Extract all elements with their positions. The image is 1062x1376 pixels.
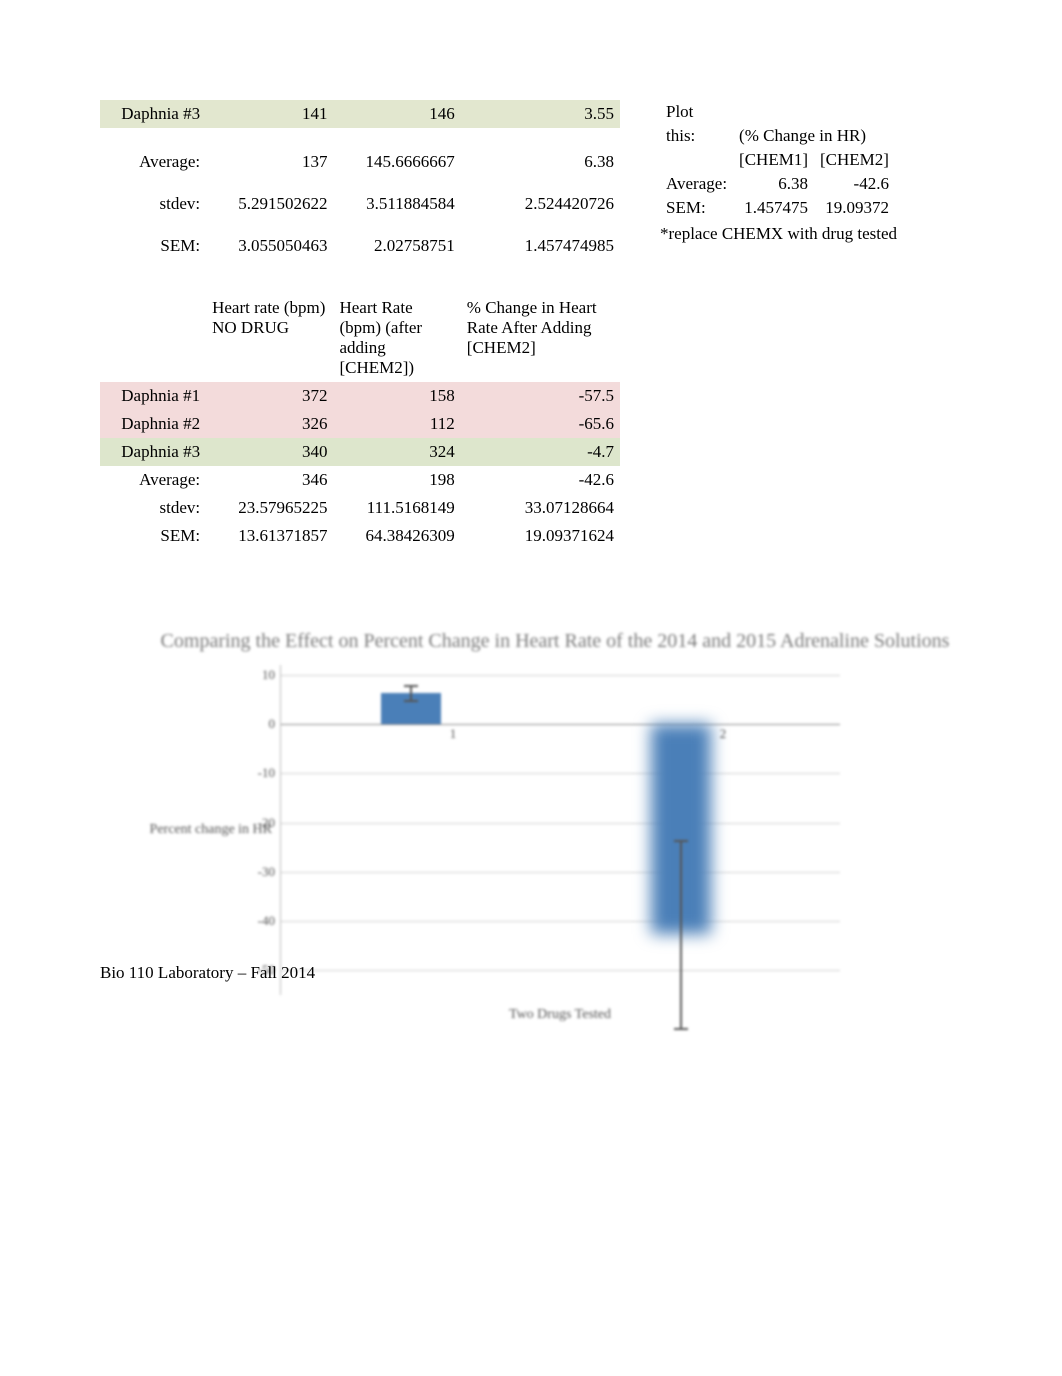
left-tables: Daphnia #31411463.55Average:137145.66666… [100,100,620,550]
table-row: stdev:23.57965225111.516814933.07128664 [100,494,620,522]
row-c1: 137 [206,148,333,176]
error-cap [404,685,418,687]
row-c3: -65.6 [461,410,620,438]
plot-note: *replace CHEMX with drug tested [660,224,990,244]
plot-avg-label: Average: [660,172,733,196]
row-c3: 2.524420726 [461,190,620,218]
grid-line [281,675,840,676]
grid-line [281,921,840,922]
row-c1: 326 [206,410,333,438]
row-c3: 19.09371624 [461,522,620,550]
row-label: SEM: [100,232,206,260]
plot-col2: [CHEM2] [814,148,895,172]
row-c3: -57.5 [461,382,620,410]
y-tick-label: 10 [241,667,275,683]
error-bar [680,840,682,1028]
plot-sem-label: SEM: [660,196,733,220]
row-label: SEM: [100,522,206,550]
error-cap [674,1028,688,1030]
table-1: Daphnia #31411463.55 Average:137145.66666… [100,100,620,260]
row-label: stdev: [100,190,206,218]
plot-sem2: 19.09372 [814,196,895,220]
row-c1: 141 [206,100,333,128]
chart-title: Comparing the Effect on Percent Change i… [140,630,970,653]
row-c1: 340 [206,438,333,466]
row-c2: 324 [333,438,460,466]
row-c3: -42.6 [461,466,620,494]
y-tick-label: -40 [241,913,275,929]
t2-h3: % Change in Heart Rate After Adding [CHE… [461,294,620,382]
plot-hdr: (% Change in HR) [733,124,895,148]
row-c2: 111.5168149 [333,494,460,522]
table-row: Daphnia #2326112-65.6 [100,410,620,438]
row-label: Average: [100,466,206,494]
chart-body: Percent change in HR 100-10-20-30-40-501… [140,665,970,995]
grid-line [281,773,840,774]
plot-sem1: 1.457475 [733,196,814,220]
plot-this-table: Plot this: (% Change in HR) [CHEM1] [CHE… [660,100,990,244]
row-c3: 1.457474985 [461,232,620,260]
plot-col1: [CHEM1] [733,148,814,172]
error-bar [410,685,412,699]
row-c2: 146 [333,100,460,128]
row-c2: 145.6666667 [333,148,460,176]
row-c1: 23.57965225 [206,494,333,522]
grid-line [281,970,840,971]
table-row: stdev:5.2915026223.5118845842.524420726 [100,190,620,218]
row-c1: 346 [206,466,333,494]
table-2-header-row: Heart rate (bpm) NO DRUG Heart Rate (bpm… [100,294,620,382]
table-row: Average:137145.66666676.38 [100,148,620,176]
row-label: Daphnia #3 [100,438,206,466]
row-c3: -4.7 [461,438,620,466]
row-label: Daphnia #1 [100,382,206,410]
category-label: 2 [720,726,727,742]
row-c1: 5.291502622 [206,190,333,218]
row-label: Daphnia #3 [100,100,206,128]
row-c2: 3.511884584 [333,190,460,218]
grid-line [281,724,840,725]
row-label: Average: [100,148,206,176]
y-tick-label: -10 [241,765,275,781]
row-c2: 64.38426309 [333,522,460,550]
y-tick-label: -20 [241,815,275,831]
top-area: Daphnia #31411463.55Average:137145.66666… [100,100,1002,550]
row-c2: 198 [333,466,460,494]
table-row: Daphnia #1372158-57.5 [100,382,620,410]
row-c3: 6.38 [461,148,620,176]
table-row: Daphnia #31411463.55 [100,100,620,128]
plot-avg2: -42.6 [814,172,895,196]
t2-h2: Heart Rate (bpm) (after adding [CHEM2]) [333,294,460,382]
row-c1: 13.61371857 [206,522,333,550]
footer-text: Bio 110 Laboratory – Fall 2014 [100,963,315,983]
row-c3: 3.55 [461,100,620,128]
plot-label-l2: this: [660,124,733,148]
plot-label-l1: Plot [660,100,733,124]
grid-line [281,823,840,824]
row-c3: 33.07128664 [461,494,620,522]
row-label: stdev: [100,494,206,522]
y-tick-label: -30 [241,864,275,880]
row-c2: 112 [333,410,460,438]
table-row: SEM:3.0550504632.027587511.457474985 [100,232,620,260]
row-c1: 3.055050463 [206,232,333,260]
page: Daphnia #31411463.55Average:137145.66666… [0,0,1062,1083]
t2-h1: Heart rate (bpm) NO DRUG [206,294,333,382]
table-row: Average:346198-42.6 [100,466,620,494]
row-label: Daphnia #2 [100,410,206,438]
table-row: SEM:13.6137185764.3842630919.09371624 [100,522,620,550]
plot-area: 100-10-20-30-40-5012 [280,665,840,995]
error-cap [674,840,688,842]
error-cap [404,700,418,702]
grid-line [281,872,840,873]
plot-avg1: 6.38 [733,172,814,196]
chart-x-label: Two Drugs Tested [280,1007,840,1023]
row-c2: 2.02758751 [333,232,460,260]
row-c1: 372 [206,382,333,410]
table-2: Heart rate (bpm) NO DRUG Heart Rate (bpm… [100,294,620,550]
row-c2: 158 [333,382,460,410]
y-tick-label: 0 [241,716,275,732]
category-label: 1 [450,726,457,742]
table-row: Daphnia #3340324-4.7 [100,438,620,466]
